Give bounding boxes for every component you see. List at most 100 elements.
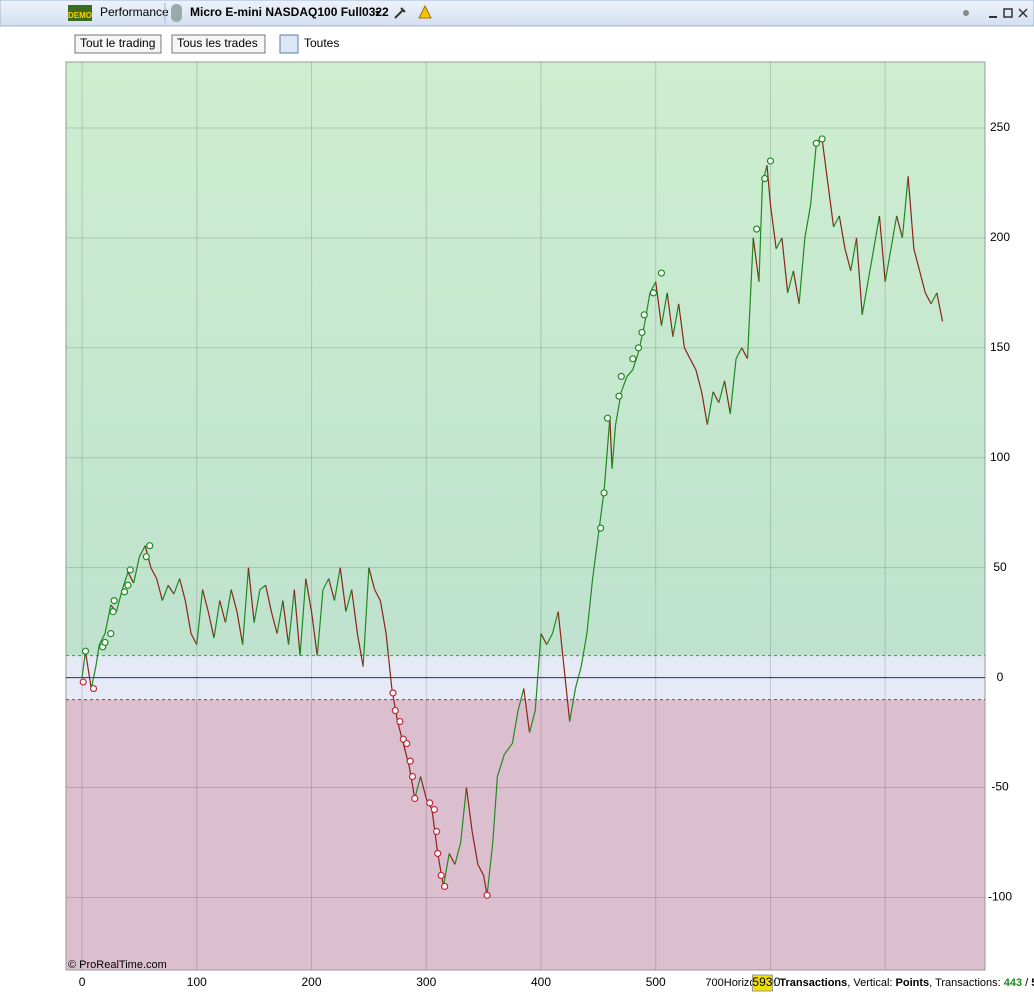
equity-segment — [242, 567, 250, 645]
equity-segment — [821, 138, 829, 183]
equity-segment — [752, 237, 760, 282]
equity-segment — [569, 688, 576, 722]
share-icon[interactable] — [963, 10, 969, 16]
equity-segment — [758, 182, 764, 282]
equity-segment — [712, 391, 720, 404]
equity-segment — [196, 589, 204, 645]
maximize[interactable] — [1003, 8, 1013, 18]
info-part: / — [1022, 977, 1031, 989]
equity-segment — [356, 633, 364, 667]
new-high-marker — [124, 581, 132, 589]
settings-icon[interactable] — [394, 7, 406, 19]
equity-segment — [339, 567, 347, 612]
equity-segment — [310, 611, 318, 656]
cursor-badge — [751, 974, 773, 992]
equity-segment — [706, 391, 714, 425]
equity-segment — [333, 567, 341, 601]
equity-segment — [729, 358, 737, 414]
equity-segment — [924, 292, 932, 305]
equity-segment — [282, 600, 290, 645]
equity-segment — [603, 418, 611, 491]
equity-segment — [660, 292, 668, 326]
equity-segment — [517, 688, 525, 711]
equity-segment — [219, 600, 227, 623]
cursor-label: 593 — [752, 975, 772, 989]
equity-segment — [586, 578, 594, 634]
new-high-marker — [603, 414, 612, 422]
link-icon[interactable] — [171, 4, 182, 22]
equity-segment — [287, 589, 295, 645]
equity-segment — [374, 589, 381, 601]
new-high-marker — [649, 289, 658, 297]
equity-segment — [884, 248, 892, 282]
warning-icon[interactable] — [418, 4, 432, 19]
new-low-marker — [434, 849, 442, 858]
equity-segment — [557, 611, 565, 667]
equity-segment — [867, 248, 875, 282]
equity-segment — [265, 585, 272, 612]
new-high-marker — [110, 597, 118, 605]
equity-segment — [689, 358, 697, 371]
equity-segment — [201, 589, 209, 612]
close[interactable] — [1018, 8, 1028, 18]
period[interactable]: Toutes — [304, 36, 339, 50]
new-high-marker — [120, 588, 129, 596]
equity-segment — [471, 831, 479, 865]
equity-segment — [98, 633, 106, 645]
new-high-marker — [109, 608, 117, 616]
equity-segment — [620, 376, 628, 392]
equity-segment — [563, 666, 571, 722]
equity-segment — [247, 567, 255, 623]
equity-segment — [878, 215, 886, 282]
equity-segment — [632, 352, 640, 370]
equity-segment — [580, 633, 588, 667]
equity-segment — [379, 600, 387, 634]
equity-segment — [798, 237, 806, 304]
equity-segment — [850, 237, 858, 271]
equity-segment — [546, 633, 553, 645]
equity-segment — [919, 270, 926, 293]
y-tick-label: 0 — [997, 670, 1004, 684]
equity-segment — [133, 556, 141, 584]
equity-segment — [592, 534, 599, 579]
equity-segment — [503, 743, 513, 755]
panel-title[interactable]: Performance — [100, 5, 169, 19]
equity-segment — [741, 347, 749, 360]
equity-segment — [574, 666, 582, 689]
instrument[interactable]: Micro E-mini NASDAQ100 Full0322 — [190, 5, 389, 19]
equity-segment — [907, 176, 915, 249]
x-tick-label: 400 — [531, 975, 551, 989]
equity-segment — [293, 589, 301, 656]
demo-icon — [68, 5, 92, 21]
equity-segment — [609, 418, 613, 469]
equity-segment — [523, 688, 531, 733]
equity-segment — [87, 666, 92, 689]
equity-segment — [540, 633, 548, 645]
equity-segment — [477, 864, 485, 876]
trading-filter[interactable] — [74, 34, 162, 54]
equity-segment — [419, 776, 427, 799]
equity-segment — [534, 633, 542, 711]
new-high-marker — [615, 392, 623, 400]
equity-segment — [769, 204, 777, 249]
equity-segment — [138, 545, 146, 557]
x-tick-label: 0 — [79, 975, 86, 989]
new-low-marker — [406, 757, 414, 765]
equity-segment — [844, 248, 852, 272]
trading-filter-label[interactable]: Tout le trading — [80, 36, 155, 50]
y-tick-label: 150 — [990, 340, 1010, 354]
trades-filter-label[interactable]: Tous les trades — [177, 36, 258, 50]
equity-segment — [511, 710, 519, 744]
dropdown-arrow[interactable] — [375, 11, 381, 15]
new-high-marker — [761, 174, 769, 183]
equity-segment — [156, 578, 163, 601]
equity-segment — [655, 281, 663, 326]
trades-filter[interactable] — [171, 34, 266, 54]
equity-segment — [224, 589, 232, 623]
copyright: © ProRealTime.com — [68, 959, 167, 971]
calendar-icon[interactable] — [279, 34, 299, 54]
equity-segment — [873, 215, 881, 249]
plot-frame — [65, 61, 986, 971]
new-high-marker — [126, 566, 134, 574]
equity-segment — [810, 143, 817, 205]
